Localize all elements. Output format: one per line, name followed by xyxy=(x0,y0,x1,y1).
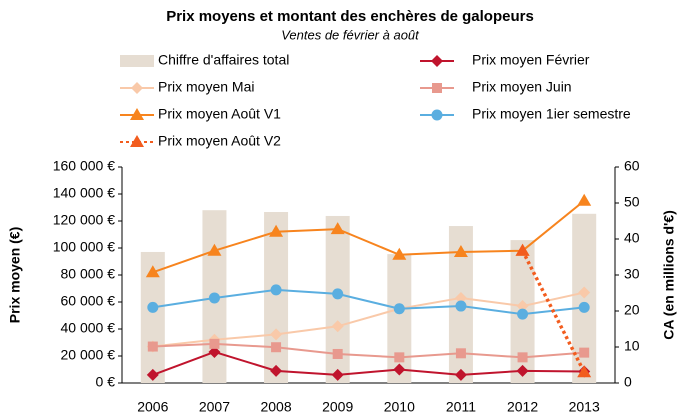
point xyxy=(331,368,344,381)
x-tick-label: 2013 xyxy=(569,399,600,415)
point xyxy=(208,345,221,358)
y-tick-label: 60 000 € xyxy=(61,293,116,309)
point xyxy=(269,224,284,237)
x-tick-label: 2007 xyxy=(199,399,230,415)
legend-label: Chiffre d'affaires total xyxy=(158,52,289,68)
legend-label: Prix moyen Février xyxy=(472,52,590,68)
point xyxy=(515,243,530,256)
point xyxy=(207,243,222,256)
point xyxy=(147,301,159,313)
point xyxy=(393,303,405,315)
point xyxy=(271,342,282,353)
x-tick-label: 2009 xyxy=(322,399,353,415)
line xyxy=(152,288,585,316)
y-axis-label: Prix moyen (€) xyxy=(7,227,23,323)
point xyxy=(578,286,591,299)
x-tick-label: 2012 xyxy=(507,399,538,415)
y2-tick-label: 10 xyxy=(624,338,640,354)
y-tick-label: 40 000 € xyxy=(61,320,116,336)
chart-title: Prix moyens et montant des enchères de g… xyxy=(166,8,534,25)
legend-marker xyxy=(130,135,144,147)
y-tick-label: 80 000 € xyxy=(61,266,116,282)
point xyxy=(577,365,592,378)
point xyxy=(577,193,592,206)
point xyxy=(454,368,467,381)
point xyxy=(454,291,467,304)
point xyxy=(209,338,220,349)
point xyxy=(270,284,282,296)
point xyxy=(517,308,529,320)
x-tick-label: 2006 xyxy=(137,399,168,415)
point xyxy=(455,348,466,359)
y-tick-label: 100 000 € xyxy=(53,239,115,255)
point xyxy=(145,265,160,278)
legend-marker xyxy=(431,109,443,121)
legend-marker xyxy=(131,82,143,94)
point xyxy=(270,328,283,341)
point xyxy=(330,222,345,235)
line xyxy=(152,291,585,348)
y2-tick-label: 60 xyxy=(624,158,640,174)
legend-label: Prix moyen Août V2 xyxy=(158,133,281,149)
y2-tick-label: 0 xyxy=(624,374,632,390)
point xyxy=(579,347,590,358)
line xyxy=(152,342,585,359)
legend-marker xyxy=(432,83,442,93)
y-tick-label: 0 € xyxy=(96,374,116,390)
point xyxy=(332,288,344,300)
point xyxy=(147,341,158,352)
legend-label: Prix moyen Mai xyxy=(158,79,254,95)
y2-tick-label: 40 xyxy=(624,230,640,246)
chart-subtitle: Ventes de février à août xyxy=(281,27,420,42)
point xyxy=(332,348,343,359)
point xyxy=(146,368,159,381)
point xyxy=(394,352,405,363)
y-tick-label: 120 000 € xyxy=(53,212,115,228)
legend-marker xyxy=(130,108,144,120)
legend-marker xyxy=(431,55,443,67)
point xyxy=(453,245,468,258)
y-tick-label: 140 000 € xyxy=(53,185,115,201)
legend-label: Prix moyen Août V1 xyxy=(158,106,281,122)
point xyxy=(516,364,529,377)
y2-tick-label: 20 xyxy=(624,302,640,318)
line xyxy=(521,249,586,373)
point xyxy=(517,352,528,363)
y2-tick-label: 30 xyxy=(624,266,640,282)
point xyxy=(270,364,283,377)
point xyxy=(455,300,467,312)
point xyxy=(208,292,220,304)
point xyxy=(331,320,344,333)
line xyxy=(152,199,585,274)
legend-label: Prix moyen Juin xyxy=(472,79,572,95)
x-tick-label: 2011 xyxy=(446,399,476,415)
point xyxy=(393,363,406,376)
y-tick-label: 20 000 € xyxy=(61,347,116,363)
point xyxy=(516,300,529,313)
y2-tick-label: 50 xyxy=(624,194,640,210)
y2-axis-label: CA (en millions d'€) xyxy=(661,210,677,340)
legend-swatch xyxy=(120,55,154,67)
x-tick-label: 2008 xyxy=(260,399,291,415)
bar xyxy=(264,212,289,383)
point xyxy=(392,247,407,260)
y-tick-label: 160 000 € xyxy=(53,158,115,174)
legend-label: Prix moyen 1ier semestre xyxy=(472,106,631,122)
line xyxy=(152,350,585,376)
point xyxy=(578,301,590,313)
x-tick-label: 2010 xyxy=(384,399,415,415)
